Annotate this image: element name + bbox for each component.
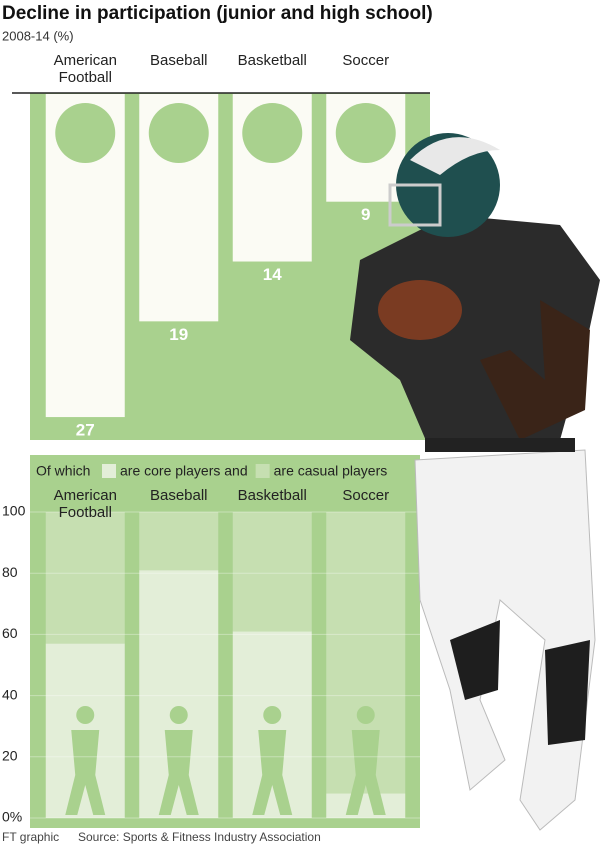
player-legs: [414, 449, 596, 831]
legend-swatch: [102, 464, 116, 478]
silhouette: [65, 730, 106, 815]
silhouette: [169, 706, 188, 724]
legend-prefix: Of which: [36, 463, 90, 479]
value-label: 14: [263, 265, 282, 284]
belt: [425, 438, 575, 452]
y-tick-label: 80: [2, 564, 18, 580]
player-illustration: [350, 133, 600, 831]
legend-label: are core players and: [120, 463, 248, 479]
footer-credit: FT graphic: [2, 830, 59, 844]
helmet-wing: [410, 137, 500, 175]
value-label: 27: [76, 421, 95, 440]
silhouette: [345, 730, 386, 815]
value-label: 19: [169, 325, 188, 344]
legend-swatch: [255, 464, 270, 478]
y-tick-label: 40: [2, 686, 18, 702]
player-arm: [480, 300, 590, 440]
ball-icon: [242, 103, 303, 163]
bar-segment: [232, 631, 312, 818]
silhouette: [252, 730, 293, 815]
silhouette: [263, 706, 282, 724]
player-socks: [450, 620, 590, 745]
y-tick-label: 60: [2, 625, 18, 641]
category-label: Basketball: [237, 487, 307, 504]
category-label: American Football: [53, 487, 117, 521]
legend-label: are casual players: [274, 463, 388, 479]
y-tick-label: 100: [2, 503, 26, 519]
chart-subtitle: 2008-14 (%): [2, 28, 74, 43]
silhouette: [158, 730, 199, 815]
ball-icon: [55, 103, 116, 163]
ball-icon: [335, 103, 396, 163]
category-label: Basketball: [237, 52, 307, 69]
football: [378, 280, 462, 340]
footer-source: Source: Sports & Fitness Industry Associ…: [78, 830, 321, 844]
value-label: 9: [361, 205, 370, 224]
category-label: Baseball: [149, 52, 208, 69]
category-label: American Football: [53, 52, 117, 86]
facemask: [388, 183, 442, 227]
y-tick-label: 0%: [2, 809, 22, 825]
ball-icon: [148, 103, 209, 163]
bar-segment: [139, 512, 219, 571]
bar-segment: [45, 512, 125, 644]
category-label: Soccer: [342, 487, 390, 504]
category-label: Baseball: [149, 487, 208, 504]
bar-segment: [326, 793, 406, 818]
silhouette: [356, 706, 375, 724]
chart-title: Decline in participation (junior and hig…: [2, 3, 433, 24]
silhouette: [76, 706, 95, 724]
bar-segment: [232, 512, 312, 632]
y-tick-label: 20: [2, 748, 18, 764]
category-label: Soccer: [342, 52, 390, 69]
